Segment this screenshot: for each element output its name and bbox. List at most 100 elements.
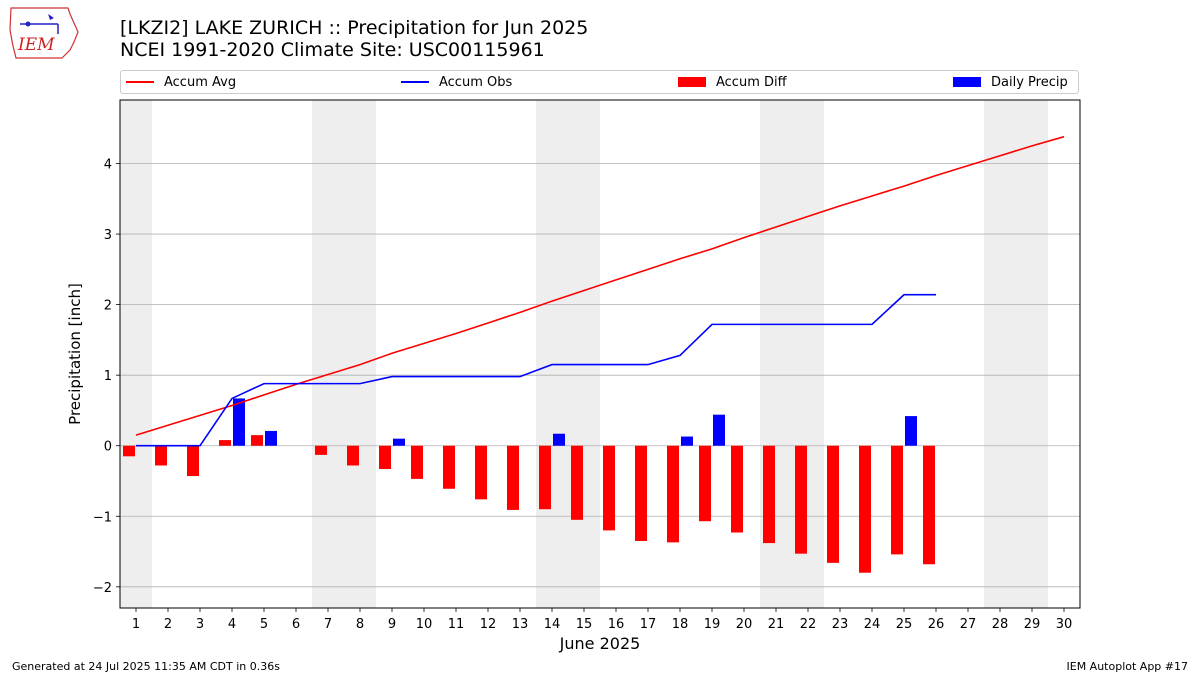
x-tick-label: 9 (388, 617, 396, 632)
x-tick-label: 4 (228, 617, 236, 632)
y-tick-label: −2 (93, 581, 112, 596)
bar-accum-diff (827, 445, 839, 563)
x-tick-label: 23 (832, 617, 849, 632)
x-tick-label: 6 (292, 617, 300, 632)
bar-accum-diff (795, 445, 807, 554)
footer-generated: Generated at 24 Jul 2025 11:35 AM CDT in… (12, 660, 280, 673)
x-tick-label: 7 (324, 617, 332, 632)
legend-item-accum-obs: Accum Obs (401, 71, 512, 93)
bar-accum-diff (507, 445, 519, 510)
x-tick-label: 5 (260, 617, 268, 632)
x-tick-label: 11 (448, 617, 465, 632)
bar-accum-diff (667, 445, 679, 543)
x-tick-label: 12 (480, 617, 497, 632)
x-tick-label: 26 (928, 617, 945, 632)
bar-daily-precip (265, 430, 277, 446)
weekend-shade (1016, 100, 1048, 608)
legend-label: Accum Obs (439, 74, 513, 90)
bar-accum-diff (763, 445, 775, 544)
bar-accum-diff (859, 445, 871, 573)
footer-app: IEM Autoplot App #17 (1066, 660, 1189, 673)
y-tick-label: 1 (104, 369, 112, 384)
x-tick-label: 3 (196, 617, 204, 632)
x-tick-label: 19 (704, 617, 721, 632)
chart-subtitle: NCEI 1991-2020 Climate Site: USC00115961 (120, 39, 545, 61)
chart-title: [LKZI2] LAKE ZURICH :: Precipitation for… (120, 17, 589, 39)
legend-item-accum-avg: Accum Avg (126, 71, 236, 93)
weekend-shade (312, 100, 344, 608)
bar-accum-diff (539, 445, 551, 510)
legend-item-daily-precip: Daily Precip (953, 71, 1068, 93)
logo-text: IEM (17, 35, 55, 55)
legend-label: Daily Precip (991, 74, 1068, 90)
x-tick-label: 29 (1024, 617, 1041, 632)
weekend-shade (536, 100, 568, 608)
bar-accum-diff (187, 445, 199, 477)
bar-daily-precip (905, 416, 917, 446)
line-accum-avg (135, 135, 1065, 436)
x-axis-label: June 2025 (559, 634, 641, 653)
line-accum-obs (136, 293, 936, 447)
x-tick-label: 27 (960, 617, 977, 632)
weekend-shade (344, 100, 376, 608)
x-tick-label: 14 (544, 617, 561, 632)
bar-accum-diff (315, 445, 327, 455)
bar-daily-precip (553, 433, 565, 446)
bar-accum-diff (475, 445, 487, 500)
legend-label: Accum Diff (716, 74, 787, 90)
x-tick-label: 2 (164, 617, 172, 632)
x-tick-label: 10 (416, 617, 433, 632)
bar-accum-diff (635, 445, 647, 541)
bar-daily-precip (713, 414, 725, 446)
bar-accum-diff (443, 445, 455, 489)
bar-accum-diff (155, 445, 167, 466)
bar-accum-diff (891, 445, 903, 555)
plot-frame (119, 99, 1081, 609)
y-axis-label: Precipitation [inch] (66, 283, 84, 425)
x-tick-label: 24 (864, 617, 881, 632)
x-tick-label: 8 (356, 617, 364, 632)
bar-accum-diff (603, 445, 615, 531)
bar-accum-diff (251, 435, 263, 446)
bar-accum-diff (219, 440, 231, 446)
x-tick-label: 20 (736, 617, 753, 632)
y-tick-label: 2 (104, 299, 112, 314)
x-tick-label: 13 (512, 617, 529, 632)
bar-accum-diff (923, 445, 935, 565)
x-tick-label: 16 (608, 617, 625, 632)
weekend-shade (984, 100, 1016, 608)
iem-logo: IEM (9, 7, 79, 59)
legend-swatch (953, 77, 981, 87)
legend-swatch (401, 81, 429, 83)
legend-item-accum-diff: Accum Diff (678, 71, 787, 93)
legend-swatch (126, 81, 154, 83)
bar-daily-precip (393, 438, 405, 446)
x-tick-label: 15 (576, 617, 593, 632)
x-tick-label: 21 (768, 617, 785, 632)
x-tick-label: 17 (640, 617, 657, 632)
weekend-shade (568, 100, 600, 608)
legend-label: Accum Avg (164, 74, 237, 90)
bar-accum-diff (731, 445, 743, 533)
bar-daily-precip (233, 398, 245, 446)
y-tick-label: 4 (104, 158, 112, 173)
x-tick-label: 1 (132, 617, 140, 632)
bar-accum-diff (411, 445, 423, 479)
x-tick-label: 22 (800, 617, 817, 632)
bar-daily-precip (681, 436, 693, 446)
bar-accum-diff (699, 445, 711, 522)
y-tick-label: −1 (93, 510, 112, 525)
bar-accum-diff (379, 445, 391, 470)
weekend-shade (120, 100, 152, 608)
y-tick-label: 0 (104, 440, 112, 455)
x-tick-label: 18 (672, 617, 689, 632)
x-tick-label: 25 (896, 617, 913, 632)
x-tick-label: 30 (1056, 617, 1073, 632)
legend: Accum Avg Accum Obs Accum Diff Daily Pre… (120, 70, 1079, 94)
y-tick-label: 3 (104, 228, 112, 243)
x-tick-label: 28 (992, 617, 1009, 632)
bar-accum-diff (123, 445, 135, 457)
legend-swatch (678, 77, 706, 87)
bar-accum-diff (347, 445, 359, 466)
